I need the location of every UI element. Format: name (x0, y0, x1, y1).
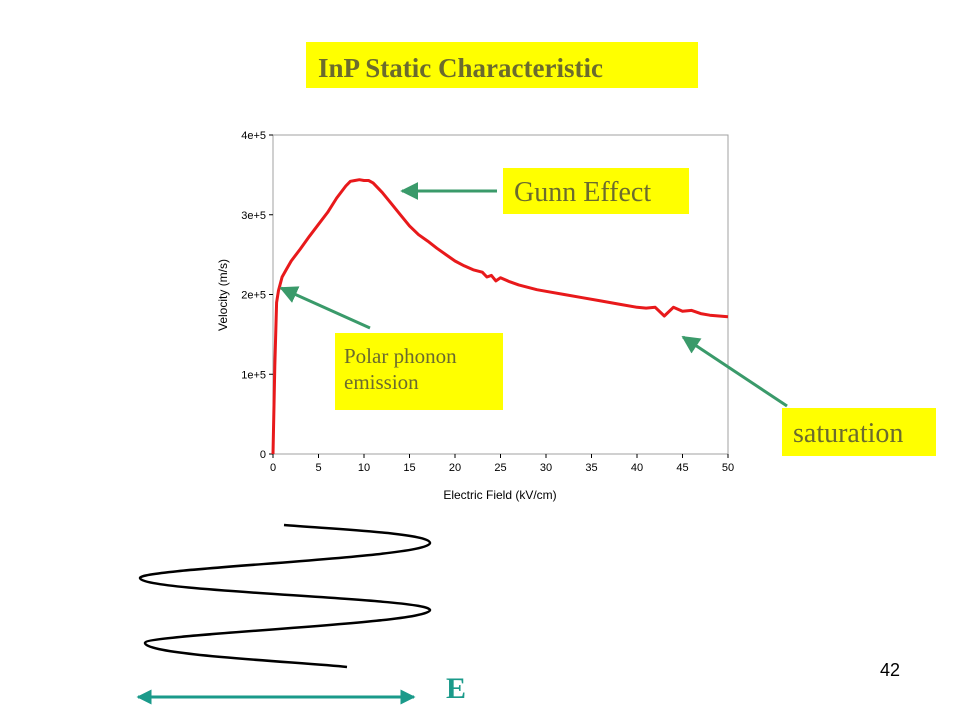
y-tick-label: 3e+5 (241, 210, 266, 222)
x-tick-label: 0 (270, 462, 276, 474)
x-tick-label: 5 (315, 462, 321, 474)
x-axis-title: Electric Field (kV/cm) (443, 488, 556, 502)
velocity-curve (271, 178, 729, 455)
x-tick-label: 20 (449, 462, 461, 474)
saturation-label: saturation (782, 408, 936, 456)
y-tick-label: 4e+5 (241, 130, 266, 142)
y-tick-label: 2e+5 (241, 290, 266, 302)
x-tick-label: 15 (403, 462, 415, 474)
x-tick-label: 40 (631, 462, 643, 474)
y-axis-ticks: 0 1e+5 2e+5 3e+5 4e+5 (241, 130, 273, 461)
x-tick-label: 50 (722, 462, 734, 474)
polar-phonon-line-1: Polar phonon (344, 344, 457, 368)
y-tick-label: 0 (260, 449, 266, 461)
x-tick-label: 10 (358, 462, 370, 474)
page-number: 42 (880, 660, 901, 680)
polar-phonon-label: Polar phonon emission (335, 333, 503, 410)
x-tick-label: 35 (585, 462, 597, 474)
x-tick-label: 45 (676, 462, 688, 474)
x-axis-ticks: 0 5 10 15 20 25 30 35 40 45 50 (270, 454, 734, 474)
saturation-arrow (681, 335, 788, 408)
wave-icon (138, 523, 432, 669)
y-axis-title: Velocity (m/s) (216, 259, 230, 331)
gunn-effect-label: Gunn Effect (503, 168, 689, 214)
x-tick-label: 30 (540, 462, 552, 474)
polar-phonon-line-2: emission (344, 370, 419, 394)
y-tick-label: 1e+5 (241, 369, 266, 381)
field-label: E (446, 672, 467, 705)
polar-phonon-arrow (279, 286, 371, 330)
slide-title: InP Static Characteristic (306, 42, 698, 88)
x-tick-label: 25 (494, 462, 506, 474)
